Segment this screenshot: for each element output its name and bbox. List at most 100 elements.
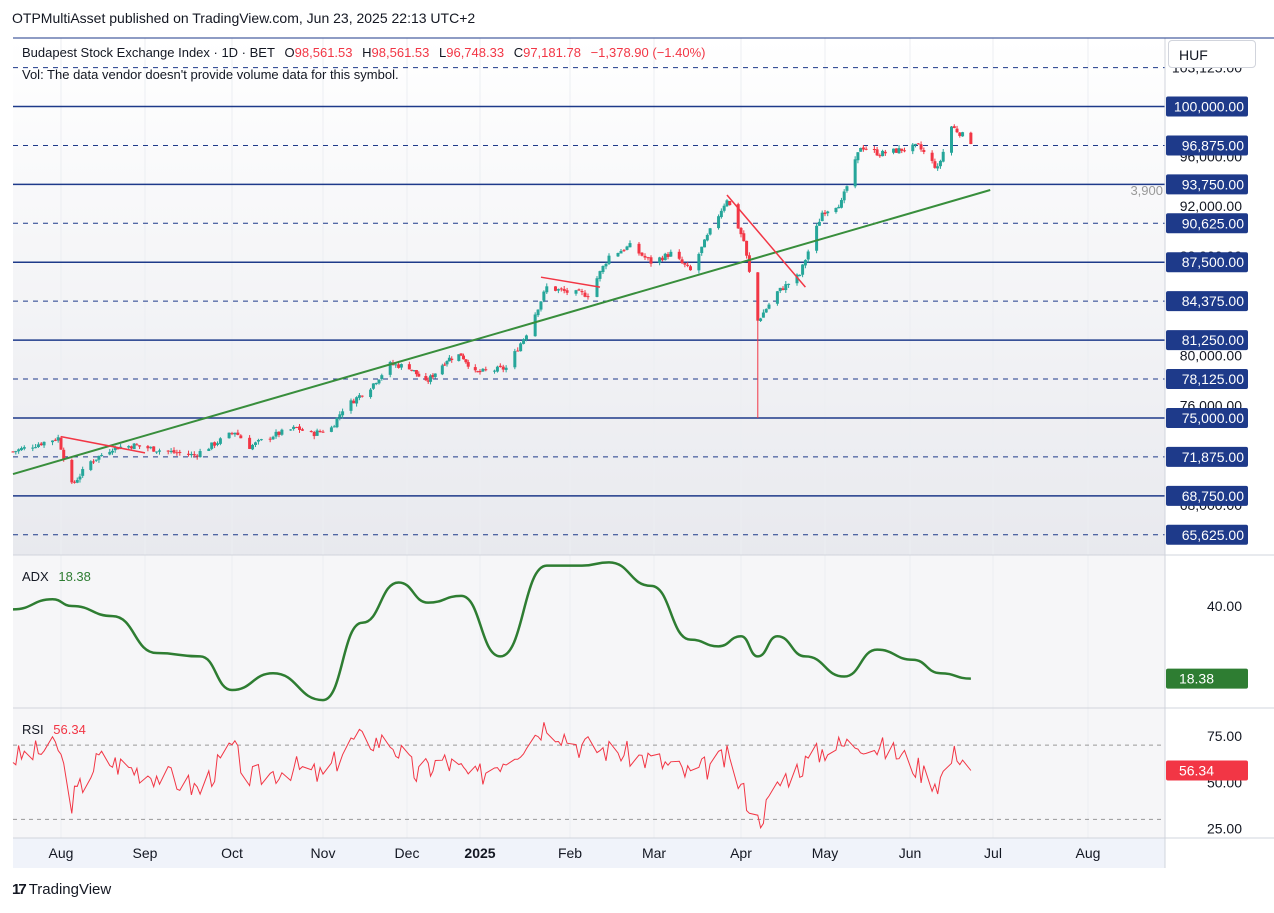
candle-body [881, 150, 885, 157]
price-level-badge-label: 75,000.00 [1182, 410, 1244, 426]
candle-body [604, 263, 608, 267]
ohlc-high: H98,561.53 [362, 45, 430, 60]
adx-line [12, 561, 971, 702]
price-level-badge [1166, 485, 1248, 506]
candle-body [113, 446, 117, 451]
candle-body [916, 143, 920, 145]
price-level-badge-label: 78,125.00 [1182, 371, 1244, 387]
candle-body [708, 228, 712, 235]
price-level-badge-label: 71,875.00 [1182, 449, 1244, 465]
candle-body [175, 452, 179, 454]
candle-body [864, 148, 868, 150]
candle-body [31, 447, 35, 449]
candle-body [192, 454, 196, 456]
candle-body [429, 375, 433, 382]
candle-body [643, 255, 647, 258]
candle-body [938, 160, 942, 167]
candle-body [700, 246, 704, 254]
candle-body [598, 271, 602, 279]
candle-body [736, 204, 740, 229]
candle-body [574, 290, 578, 294]
candle-body [417, 373, 421, 377]
candle-body [110, 450, 114, 453]
uptrend-support-line [12, 189, 991, 475]
candle-body [81, 469, 85, 476]
candle-body [410, 369, 414, 371]
candle-body [894, 148, 898, 153]
candle-body [256, 440, 260, 442]
candle-body [622, 250, 626, 252]
candle-body [473, 367, 477, 371]
candle-body [759, 318, 763, 321]
rsi-y-tick-label: 75.00 [1207, 728, 1242, 744]
candle-body [426, 380, 430, 382]
candle-body [922, 150, 926, 152]
candle-body [625, 246, 629, 250]
candle-body [519, 343, 523, 352]
candle-body [462, 355, 466, 360]
currency-button[interactable]: HUF [1168, 40, 1256, 68]
candle-body [73, 481, 77, 483]
candle-body [853, 159, 857, 187]
resistance-trendline [60, 435, 146, 454]
price-level-badge-label: 65,625.00 [1182, 527, 1244, 543]
candle-body [230, 433, 234, 435]
candle-body [280, 429, 284, 435]
rsi-legend[interactable]: RSI 56.34 [22, 722, 86, 737]
candle-body [369, 389, 373, 398]
candle-body [377, 379, 381, 384]
price-level-badge-label: 93,750.00 [1182, 176, 1244, 192]
candle-body [705, 234, 709, 241]
candle-body [756, 272, 760, 321]
symbol-title[interactable]: Budapest Stock Exchange Index · 1D · BET [22, 45, 275, 60]
rsi-value: 56.34 [53, 722, 86, 737]
candle-body [138, 445, 142, 447]
x-tick-label: Dec [395, 845, 420, 861]
candle-body [59, 437, 63, 450]
candle-body [875, 149, 879, 156]
candle-body [189, 453, 193, 456]
candle-body [129, 446, 133, 449]
candle-body [950, 126, 953, 153]
candle-body [536, 309, 540, 316]
candle-body [837, 206, 841, 209]
candle-body [911, 144, 915, 152]
candle-body [787, 283, 791, 285]
candle-body [149, 447, 153, 449]
candle-body [248, 437, 252, 449]
candle-body [952, 126, 956, 129]
candle-body [767, 304, 771, 309]
candle-body [717, 216, 721, 229]
resistance-trendline [726, 194, 806, 288]
candle-body [210, 442, 214, 449]
x-tick-label: Sep [133, 845, 158, 861]
candle-body [666, 254, 670, 258]
candle-body [872, 149, 876, 151]
candle-body [457, 354, 461, 361]
trendline-value-label: 3,900 [1130, 183, 1163, 198]
adx-value: 18.38 [58, 569, 91, 584]
candle-body [371, 383, 375, 389]
time-axis-background [13, 838, 1165, 868]
candle-body [823, 212, 827, 215]
candle-body [227, 432, 231, 439]
rsi-label: RSI [22, 722, 44, 737]
price-level-badge-label: 100,000.00 [1174, 99, 1244, 115]
candle-body [533, 314, 537, 337]
candle-body [78, 476, 82, 480]
candle-body [616, 253, 620, 257]
candle-body [158, 450, 161, 452]
adx-legend[interactable]: ADX 18.38 [22, 569, 91, 584]
tradingview-branding[interactable]: 17 TradingView [12, 881, 111, 898]
candle-body [355, 397, 359, 404]
candle-body [595, 278, 599, 297]
x-tick-label: Jun [899, 845, 922, 861]
candle-body [658, 257, 662, 263]
candle-body [640, 252, 644, 256]
candle-body [75, 479, 79, 483]
candle-body [213, 442, 217, 446]
price-level-badge-label: 90,625.00 [1182, 215, 1244, 231]
candle-body [380, 375, 384, 380]
ohlc-open: O98,561.53 [284, 45, 353, 60]
